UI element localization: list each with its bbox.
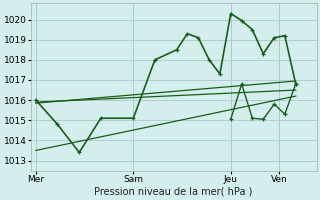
X-axis label: Pression niveau de la mer( hPa ): Pression niveau de la mer( hPa ) xyxy=(94,187,253,197)
